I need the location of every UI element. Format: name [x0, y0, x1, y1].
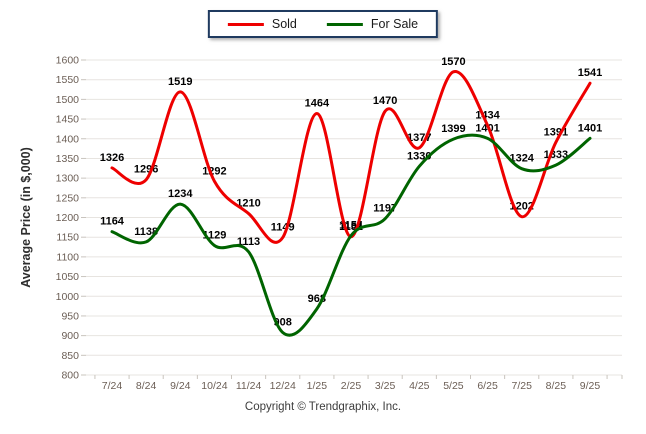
data-label: 1326 — [100, 152, 124, 164]
x-tick-label: 2/25 — [341, 380, 362, 392]
data-label: 1324 — [509, 153, 534, 165]
data-label: 1519 — [168, 76, 192, 88]
x-tick-label: 12/24 — [270, 380, 296, 392]
y-tick-label: 1250 — [56, 192, 80, 204]
y-tick-label: 950 — [61, 310, 79, 322]
x-tick-label: 9/25 — [580, 380, 601, 392]
y-tick-label: 1050 — [56, 271, 80, 283]
data-label: 1401 — [578, 122, 602, 134]
y-tick-label: 850 — [61, 350, 79, 362]
data-label: 1464 — [305, 98, 330, 110]
legend-label-for-sale: For Sale — [370, 17, 419, 31]
x-tick-label: 8/24 — [136, 380, 157, 392]
x-tick-label: 7/25 — [511, 380, 532, 392]
data-label: 1434 — [475, 109, 500, 121]
y-tick-label: 1550 — [56, 74, 80, 86]
x-tick-label: 3/25 — [375, 380, 396, 392]
for-sale-data-labels: 1164113812341129111390896811541197133013… — [100, 122, 602, 328]
for-sale-line-swatch — [326, 22, 363, 26]
x-tick-label: 10/24 — [201, 380, 227, 392]
copyright-text: Copyright © Trendgraphix, Inc. — [244, 401, 402, 413]
data-label: 1541 — [578, 67, 602, 79]
price-trend-chart: 800 850 900 950 1000 1050 1100 1150 1200 1250 1300… — [19, 55, 623, 392]
data-label: 1292 — [202, 165, 226, 177]
data-label: 1113 — [237, 236, 260, 248]
x-tick-label: 11/24 — [236, 380, 262, 392]
x-tick-label: 6/25 — [477, 380, 498, 392]
data-label: 1296 — [134, 164, 158, 176]
y-tick-label: 1600 — [56, 55, 80, 67]
y-axis-title: Average Price (in $,000) — [19, 147, 33, 288]
sold-line-swatch — [227, 22, 264, 26]
y-tick-label: 1200 — [56, 212, 80, 224]
data-label: 1210 — [236, 198, 260, 210]
data-label: 1570 — [441, 56, 465, 68]
legend-item-for-sale: For Sale — [326, 17, 419, 31]
grid-and-axes: 800 850 900 950 1000 1050 1100 1150 1200 1250 1300… — [56, 55, 623, 392]
y-tick-label: 1400 — [56, 133, 80, 145]
x-tick-label: 8/25 — [546, 380, 567, 392]
data-label: 1164 — [100, 216, 125, 228]
x-tick-label: 5/25 — [443, 380, 464, 392]
y-tick-label: 1300 — [56, 173, 80, 185]
y-tick-label: 900 — [61, 330, 79, 342]
y-tick-label: 1100 — [56, 251, 79, 263]
legend-label-sold: Sold — [271, 17, 297, 31]
data-label: 1470 — [373, 95, 397, 107]
y-tick-label: 1150 — [56, 232, 79, 244]
legend-item-sold: Sold — [227, 17, 297, 31]
y-tick-label: 1450 — [56, 114, 80, 126]
data-label: 1234 — [168, 188, 193, 200]
y-tick-label: 800 — [61, 370, 79, 382]
y-tick-label: 1350 — [56, 153, 80, 165]
x-tick-label: 7/24 — [102, 380, 123, 392]
x-tick-label: 4/25 — [409, 380, 430, 392]
y-tick-label: 1500 — [56, 94, 80, 106]
for-sale-series-line — [110, 133, 592, 337]
x-tick-label: 1/25 — [307, 380, 328, 392]
data-label: 1149 — [271, 222, 295, 234]
chart-legend: Sold For Sale — [207, 10, 439, 38]
x-tick-label: 9/24 — [170, 380, 191, 392]
y-tick-label: 1000 — [56, 291, 80, 303]
data-label: 1399 — [441, 123, 465, 135]
